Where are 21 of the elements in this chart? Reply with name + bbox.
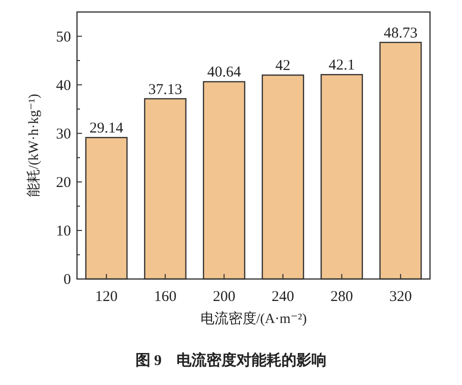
y-tick-label: 0	[64, 272, 71, 288]
data-label: 42	[275, 58, 290, 74]
data-label: 29.14	[90, 120, 124, 137]
x-tick-label: 280	[330, 289, 353, 305]
y-tick-label: 40	[56, 78, 71, 94]
y-tick-label: 20	[56, 174, 71, 191]
caption: 图 9 电流密度对能耗的影响	[135, 351, 327, 369]
y-tick-label: 30	[56, 126, 71, 142]
x-tick-label: 200	[212, 289, 236, 305]
x-tick-label: 320	[389, 289, 412, 305]
x-tick-label: 160	[154, 289, 176, 305]
x-tick-label: 120	[95, 289, 118, 305]
data-label: 48.73	[384, 25, 418, 42]
y-tick-label: 10	[56, 223, 71, 240]
y-axis-title: 能耗/(kW·h·kg⁻¹)	[26, 93, 42, 198]
x-tick-label: 240	[272, 289, 294, 305]
y-tick-label: 50	[56, 29, 71, 46]
x-axis-title: 电流密度/(A·m⁻²)	[200, 311, 308, 327]
data-label: 37.13	[148, 82, 182, 98]
data-label: 42.1	[328, 58, 355, 74]
data-label: 40.64	[207, 64, 242, 81]
